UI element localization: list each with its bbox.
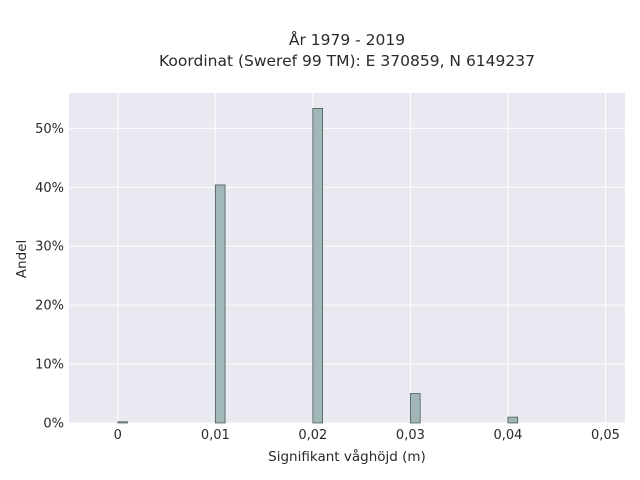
y-tick-labels: 0% 10% 20% 30% 40% 50% xyxy=(35,122,64,432)
y-tick-label: 20% xyxy=(35,299,64,314)
bar xyxy=(214,184,226,424)
y-axis-label: Andel xyxy=(14,240,30,278)
x-tick-label: 0 xyxy=(114,428,122,443)
plot-area xyxy=(69,93,625,423)
y-tick-label: 10% xyxy=(35,358,64,373)
x-tick-labels: 0 0,01 0,02 0,03 0,04 0,05 xyxy=(114,428,620,443)
x-tick-label: 0,02 xyxy=(298,428,327,443)
x-axis-label: Signifikant våghöjd (m) xyxy=(268,448,426,465)
x-tick-label: 0,05 xyxy=(591,428,620,443)
x-tick-label: 0,01 xyxy=(201,428,230,443)
y-tick-label: 0% xyxy=(43,417,64,432)
bar xyxy=(117,421,128,424)
chart-title: År 1979 - 2019 xyxy=(289,30,405,49)
y-tick-label: 40% xyxy=(35,181,64,196)
chart-subtitle: Koordinat (Sweref 99 TM): E 370859, N 61… xyxy=(159,52,535,70)
bar xyxy=(507,416,519,424)
x-tick-label: 0,04 xyxy=(493,428,522,443)
bar xyxy=(410,393,421,424)
y-tick-label: 30% xyxy=(35,240,64,255)
bars xyxy=(117,107,519,424)
x-tick-label: 0,03 xyxy=(396,428,425,443)
bar xyxy=(312,107,323,424)
y-tick-label: 50% xyxy=(35,122,64,137)
